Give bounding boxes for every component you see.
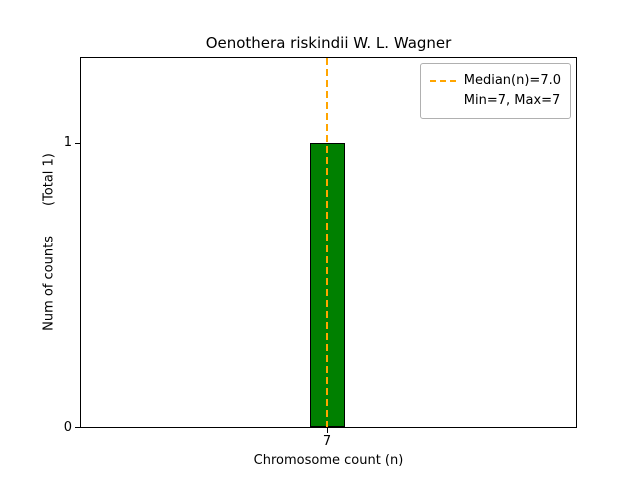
x-tick-label-7: 7 (322, 434, 332, 449)
plot-area: Median(n)=7.0 Min=7, Max=7 (80, 57, 577, 428)
x-tick-mark-7 (327, 428, 328, 433)
y-axis-total-text: (Total 1) (41, 153, 57, 207)
y-tick-label-0: 0 (63, 420, 72, 435)
legend-label-minmax: Min=7, Max=7 (463, 93, 561, 109)
chart-title: Oenothera riskindii W. L. Wagner (205, 34, 452, 52)
y-tick-label-1: 1 (63, 135, 72, 150)
y-axis-label: Num of counts (Total 1) (42, 153, 57, 331)
legend-spacer (430, 100, 456, 102)
x-axis-label: Chromosome count (n) (253, 453, 404, 468)
y-tick-mark-1 (75, 143, 80, 144)
median-line (326, 58, 328, 427)
legend-label-median: Median(n)=7.0 (463, 73, 561, 88)
median-dashed-line-icon (429, 80, 456, 83)
legend-entry-median: Median(n)=7.0 (429, 71, 561, 91)
y-axis-label-text: Num of counts (41, 236, 57, 331)
y-tick-mark-0 (75, 427, 80, 428)
legend: Median(n)=7.0 Min=7, Max=7 (419, 63, 571, 120)
legend-entry-minmax: Min=7, Max=7 (430, 91, 561, 111)
